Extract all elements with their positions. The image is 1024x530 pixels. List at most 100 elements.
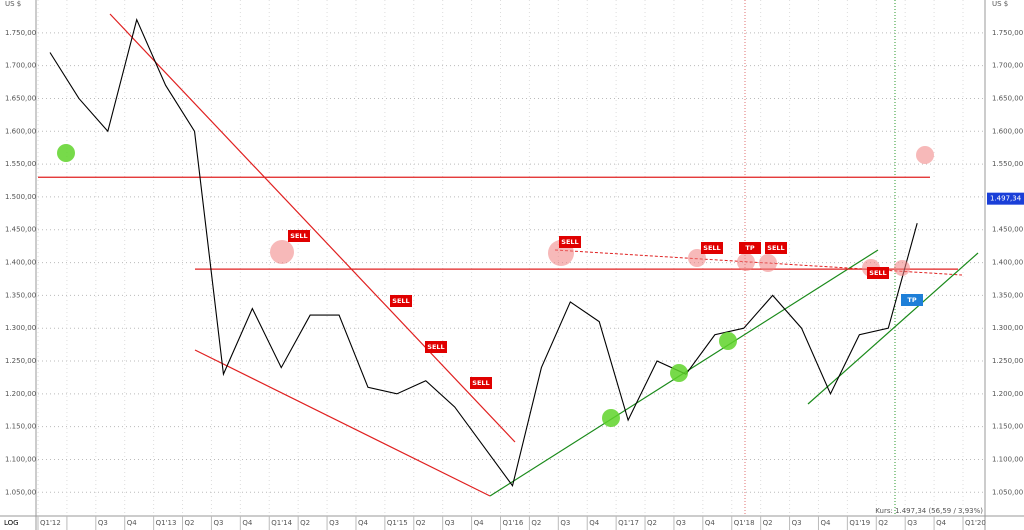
y-tick-label: 1.450,00 bbox=[992, 226, 1023, 234]
highlight bbox=[759, 254, 777, 272]
y-tick-label: 1.550,00 bbox=[5, 160, 36, 168]
annotation-box bbox=[765, 242, 787, 254]
x-tick-label: Q2 bbox=[878, 519, 888, 527]
grid bbox=[37, 0, 984, 516]
x-tick-label: Q4 bbox=[705, 519, 716, 527]
annotation-label: SELL bbox=[767, 244, 784, 252]
annotation-label: TP bbox=[907, 296, 916, 304]
x-tick-label: Q3 bbox=[98, 519, 108, 527]
x-tick-label: Q2 bbox=[416, 519, 426, 527]
x-tick-label: Q1'14 bbox=[271, 519, 292, 527]
x-tick-label: Q1'13 bbox=[156, 519, 177, 527]
x-tick-label: Q3 bbox=[560, 519, 570, 527]
y-tick-label: 1.650,00 bbox=[5, 94, 36, 102]
y-tick-label: 1.300,00 bbox=[992, 324, 1023, 332]
annotation-label: SELL bbox=[472, 379, 489, 387]
plot bbox=[38, 18, 958, 488]
annotation-box bbox=[901, 294, 923, 306]
y-tick-label: 1.600,00 bbox=[992, 127, 1023, 135]
y-tick-label: 1.350,00 bbox=[5, 291, 36, 299]
annotation-box bbox=[867, 267, 889, 279]
highlight bbox=[916, 146, 934, 164]
scale-label: LOG bbox=[4, 519, 19, 527]
last-price-label: 1.497,34 bbox=[990, 195, 1022, 203]
x-tick-label: Q4 bbox=[242, 519, 253, 527]
x-tick-label: Q1'20 bbox=[965, 519, 986, 527]
y-tick-label: 1.200,00 bbox=[992, 390, 1023, 398]
x-tick-label: Q3 bbox=[676, 519, 686, 527]
y-tick-label: 1.100,00 bbox=[5, 455, 36, 463]
x-tick-label: Q3 bbox=[329, 519, 339, 527]
highlight bbox=[57, 144, 75, 162]
x-tick-label: Q4 bbox=[474, 519, 485, 527]
x-tick-label: Q3 bbox=[445, 519, 455, 527]
annotation-box bbox=[288, 230, 310, 242]
y-tick-label: 1.350,00 bbox=[992, 291, 1023, 299]
x-tick-label: Q1'18 bbox=[734, 519, 755, 527]
y-tick-label: 1.750,00 bbox=[5, 29, 36, 37]
y-axis-title: US $ bbox=[992, 0, 1008, 8]
y-tick-label: 1.250,00 bbox=[5, 357, 36, 365]
highlight bbox=[602, 409, 620, 427]
annotation-box bbox=[425, 341, 447, 353]
annotation-label: SELL bbox=[703, 244, 720, 252]
x-tick-label: Q1'16 bbox=[503, 519, 524, 527]
trend-line bbox=[807, 252, 979, 405]
highlight bbox=[670, 364, 688, 382]
annotation-label: TP bbox=[745, 244, 754, 252]
y-axis-title: US $ bbox=[5, 0, 21, 8]
x-tick-label: Q2 bbox=[300, 519, 310, 527]
x-tick-label: Q4 bbox=[936, 519, 947, 527]
annotation-label: SELL bbox=[869, 269, 886, 277]
y-tick-label: 1.050,00 bbox=[992, 488, 1023, 496]
x-tick-label: Q3 bbox=[907, 519, 917, 527]
annotation-box bbox=[701, 242, 723, 254]
annotation-box bbox=[390, 295, 412, 307]
x-tick-label: Q1'19 bbox=[849, 519, 870, 527]
x-tick-label: Q1'17 bbox=[618, 519, 639, 527]
y-tick-label: 1.100,00 bbox=[992, 455, 1023, 463]
x-tick-label: Q2 bbox=[531, 519, 541, 527]
last-price-box bbox=[987, 192, 1024, 205]
y-tick-label: 1.700,00 bbox=[5, 62, 36, 70]
annotation-label: SELL bbox=[561, 238, 578, 246]
y-tick-label: 1.750,00 bbox=[992, 29, 1023, 37]
highlight bbox=[270, 240, 294, 264]
x-tick-label: Q2 bbox=[763, 519, 773, 527]
y-tick-label: 1.400,00 bbox=[5, 259, 36, 267]
annotation-label: SELL bbox=[290, 232, 307, 240]
annotation-box bbox=[559, 236, 581, 248]
trend-line bbox=[194, 349, 491, 497]
y-tick-label: 1.650,00 bbox=[992, 94, 1023, 102]
x-tick-label: Q4 bbox=[358, 519, 369, 527]
y-tick-label: 1.300,00 bbox=[5, 324, 36, 332]
y-tick-label: 1.600,00 bbox=[5, 127, 36, 135]
y-tick-label: 1.500,00 bbox=[5, 193, 36, 201]
highlight bbox=[719, 332, 737, 350]
x-tick-label: Q1'15 bbox=[387, 519, 408, 527]
y-tick-label: 1.150,00 bbox=[5, 423, 36, 431]
annotation-box bbox=[470, 377, 492, 389]
price-line bbox=[49, 18, 918, 488]
y-tick-label: 1.250,00 bbox=[992, 357, 1023, 365]
y-tick-label: 1.550,00 bbox=[992, 160, 1023, 168]
y-tick-label: 1.200,00 bbox=[5, 390, 36, 398]
x-tick-label: Q4 bbox=[127, 519, 138, 527]
y-tick-label: 1.700,00 bbox=[992, 62, 1023, 70]
x-tick-label: Q4 bbox=[589, 519, 600, 527]
x-tick-label: Q1'12 bbox=[40, 519, 61, 527]
annotation-label: SELL bbox=[392, 297, 409, 305]
x-tick-label: Q3 bbox=[213, 519, 223, 527]
highlights bbox=[57, 144, 737, 427]
annotation-label: SELL bbox=[427, 343, 444, 351]
highlight bbox=[737, 253, 755, 271]
trend-line bbox=[554, 249, 963, 276]
y-tick-label: 1.450,00 bbox=[5, 226, 36, 234]
x-tick-label: Q3 bbox=[792, 519, 802, 527]
y-tick-label: 1.150,00 bbox=[992, 423, 1023, 431]
y-tick-label: 1.400,00 bbox=[992, 259, 1023, 267]
x-tick-label: Q2 bbox=[647, 519, 657, 527]
annotation-box bbox=[739, 242, 761, 254]
